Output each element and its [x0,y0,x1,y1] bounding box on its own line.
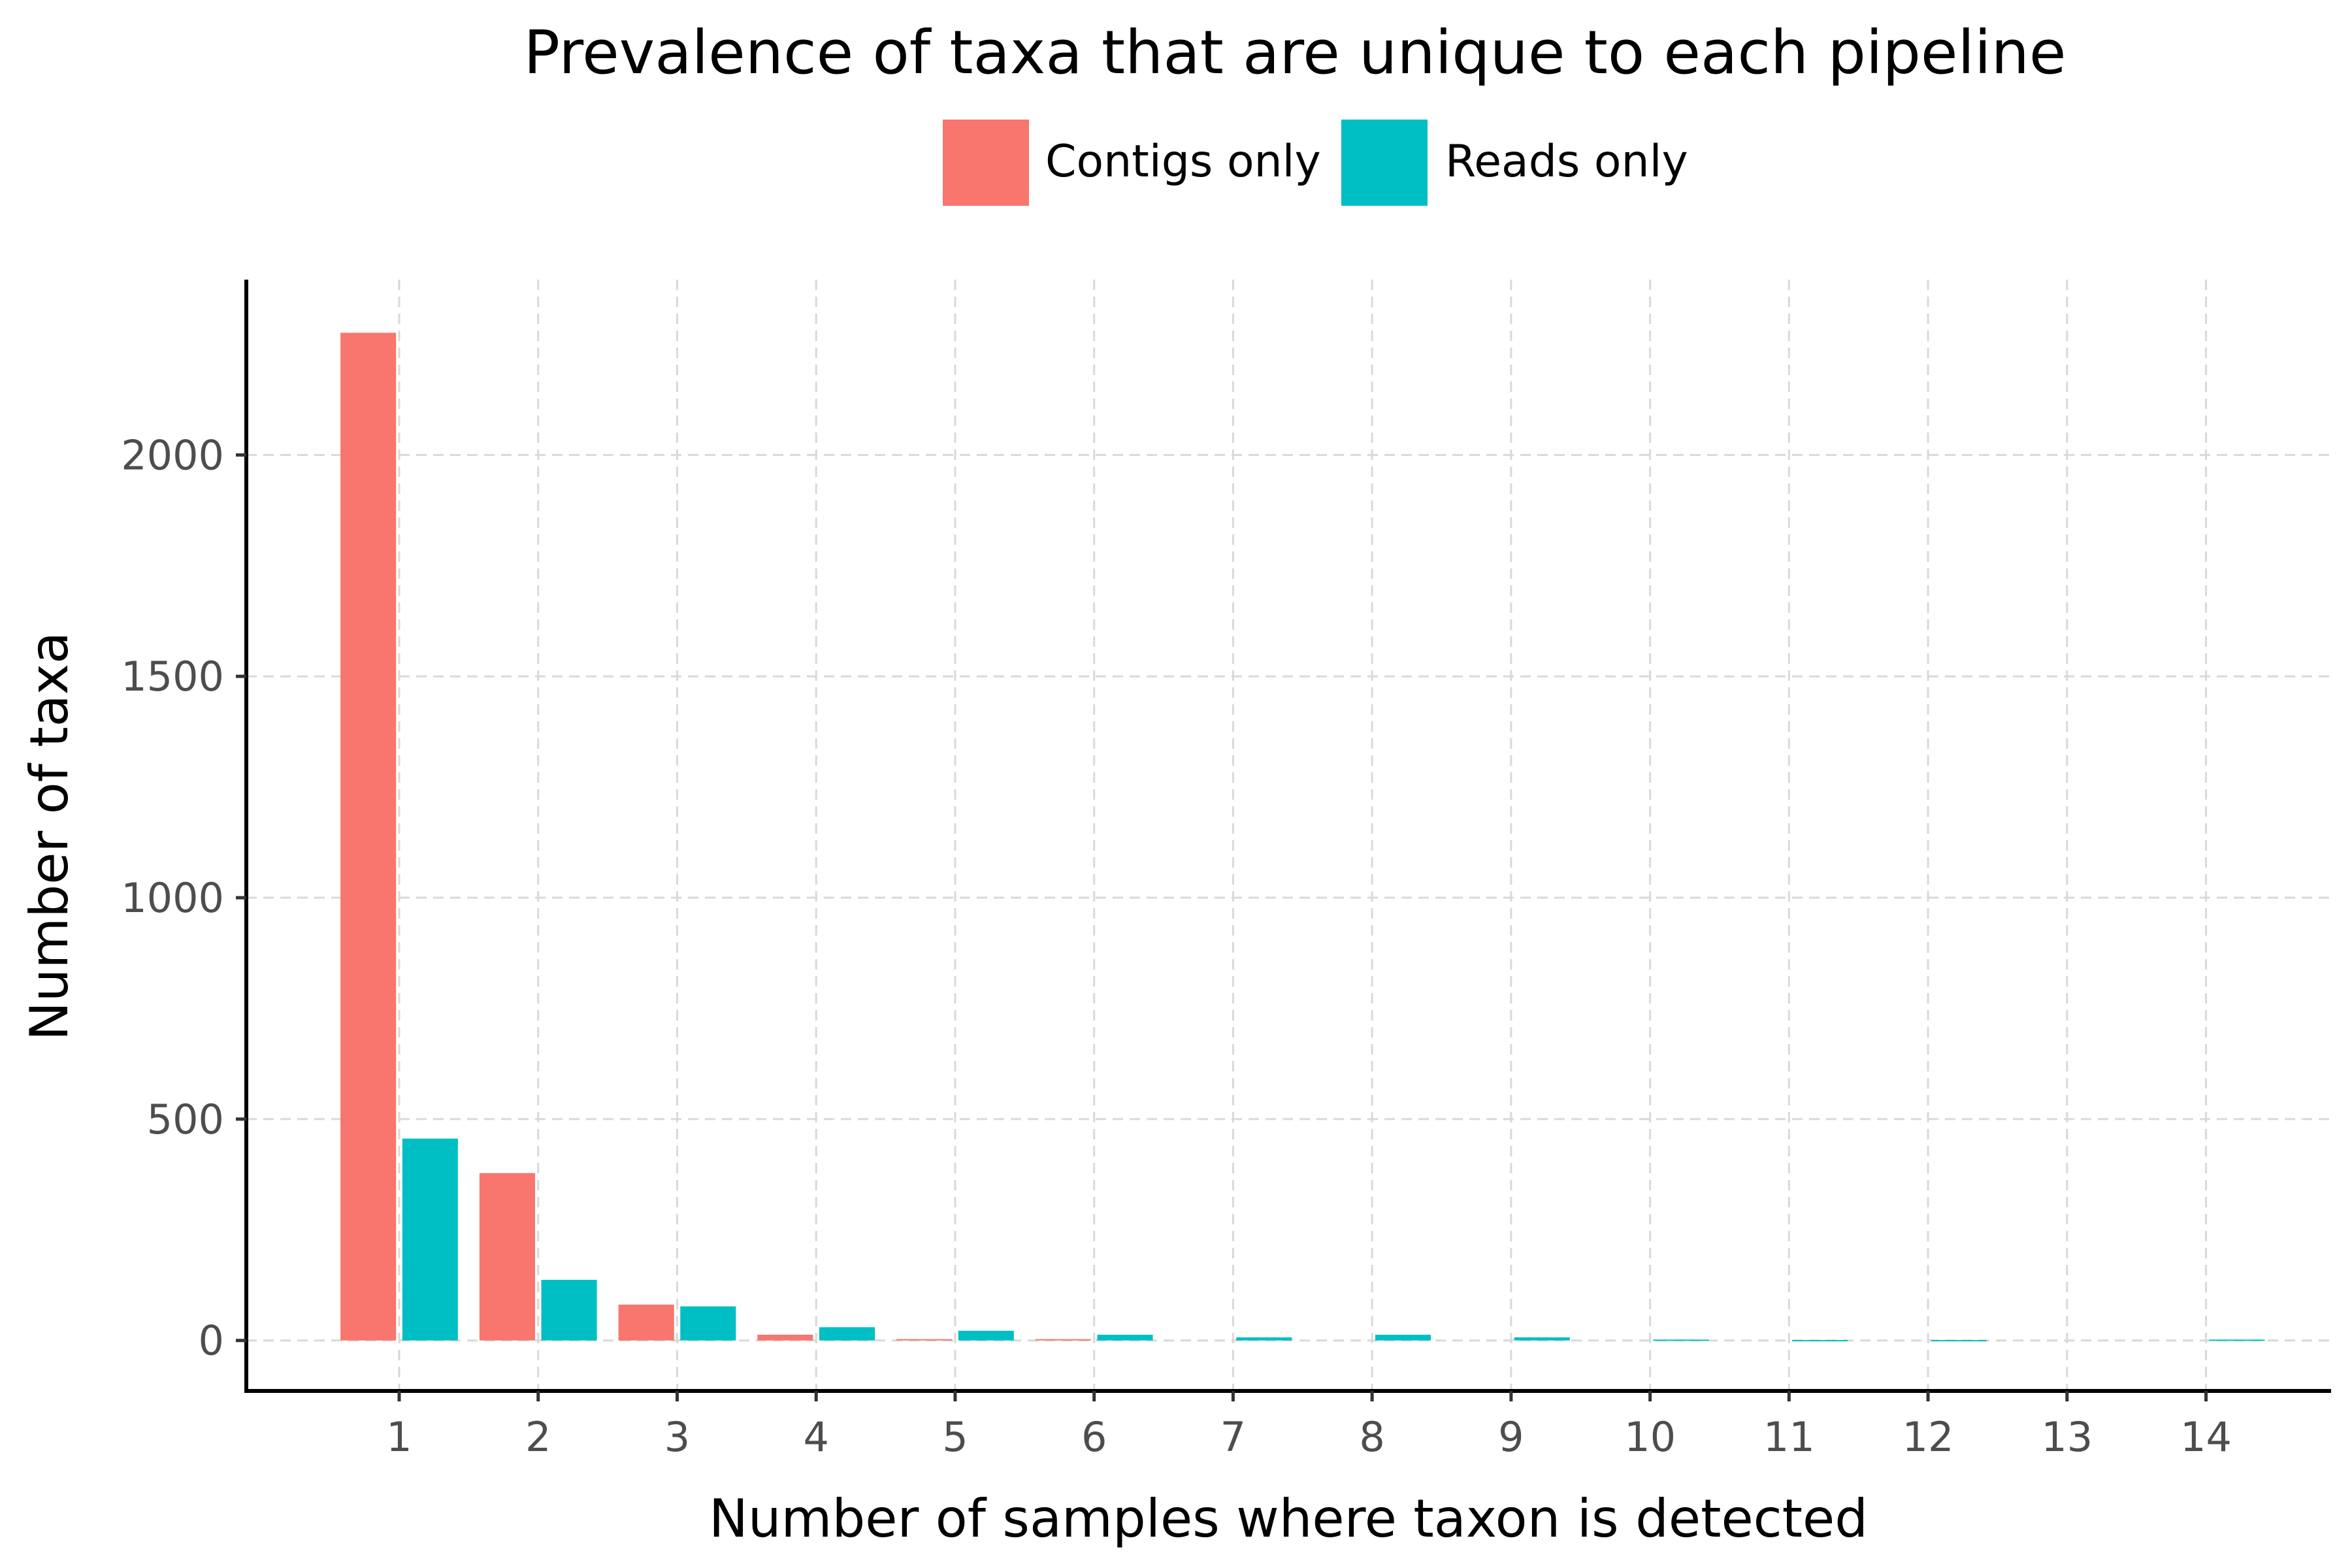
x-tick-label: 5 [942,1413,968,1461]
y-tick-label: 500 [147,1096,224,1143]
bar-contigs-4 [757,1334,813,1341]
x-tick-label: 7 [1220,1413,1246,1461]
x-tick-label: 14 [2180,1413,2232,1461]
bar-contigs-1 [340,333,397,1341]
y-axis-title: Number of taxa [19,632,80,1041]
y-tick-label: 1500 [121,653,224,700]
bar-reads-6 [1097,1334,1153,1341]
chart-title: Prevalence of taxa that are unique to ea… [524,18,2066,88]
bar-contigs-6 [1035,1339,1091,1341]
y-tick-label: 1000 [121,874,224,922]
legend-key-reads [1341,120,1428,206]
bar-reads-3 [680,1306,736,1341]
x-tick-label: 10 [1624,1413,1676,1461]
x-tick-label: 13 [2041,1413,2093,1461]
x-tick-label: 11 [1763,1413,1815,1461]
x-tick-label: 8 [1359,1413,1384,1461]
x-tick-label: 6 [1081,1413,1107,1461]
bar-reads-9 [1514,1337,1570,1341]
bar-reads-2 [541,1279,597,1341]
bar-contigs-3 [618,1304,674,1341]
bar-reads-12 [1931,1340,1987,1342]
bar-contigs-2 [479,1173,535,1341]
y-tick-label: 0 [199,1317,224,1365]
x-tick-label: 12 [1903,1413,1954,1461]
bar-reads-4 [819,1327,875,1341]
x-tick-label: 1 [386,1413,412,1461]
bar-reads-10 [1653,1339,1709,1341]
x-tick-label: 2 [525,1413,551,1461]
x-tick-label: 4 [803,1413,828,1461]
gridlines [246,280,2331,1391]
bar-reads-11 [1792,1340,1848,1342]
legend-label-contigs: Contigs only [1045,136,1321,188]
legend-key-contigs [943,120,1029,206]
x-tick-label: 9 [1498,1413,1524,1461]
bar-reads-8 [1375,1334,1431,1341]
x-tick-label: 3 [664,1413,690,1461]
bar-reads-7 [1236,1337,1292,1341]
legend: Contigs only Reads only [943,120,1688,206]
x-axis-title: Number of samples where taxon is detecte… [709,1488,1868,1549]
bar-reads-14 [2209,1339,2265,1341]
y-tick-label: 2000 [121,431,224,479]
axes [244,280,2331,1393]
bar-contigs-5 [896,1339,953,1341]
bar-reads-1 [402,1138,458,1341]
bar-reads-5 [958,1330,1014,1341]
legend-label-reads: Reads only [1445,136,1688,188]
bars [340,333,2265,1342]
